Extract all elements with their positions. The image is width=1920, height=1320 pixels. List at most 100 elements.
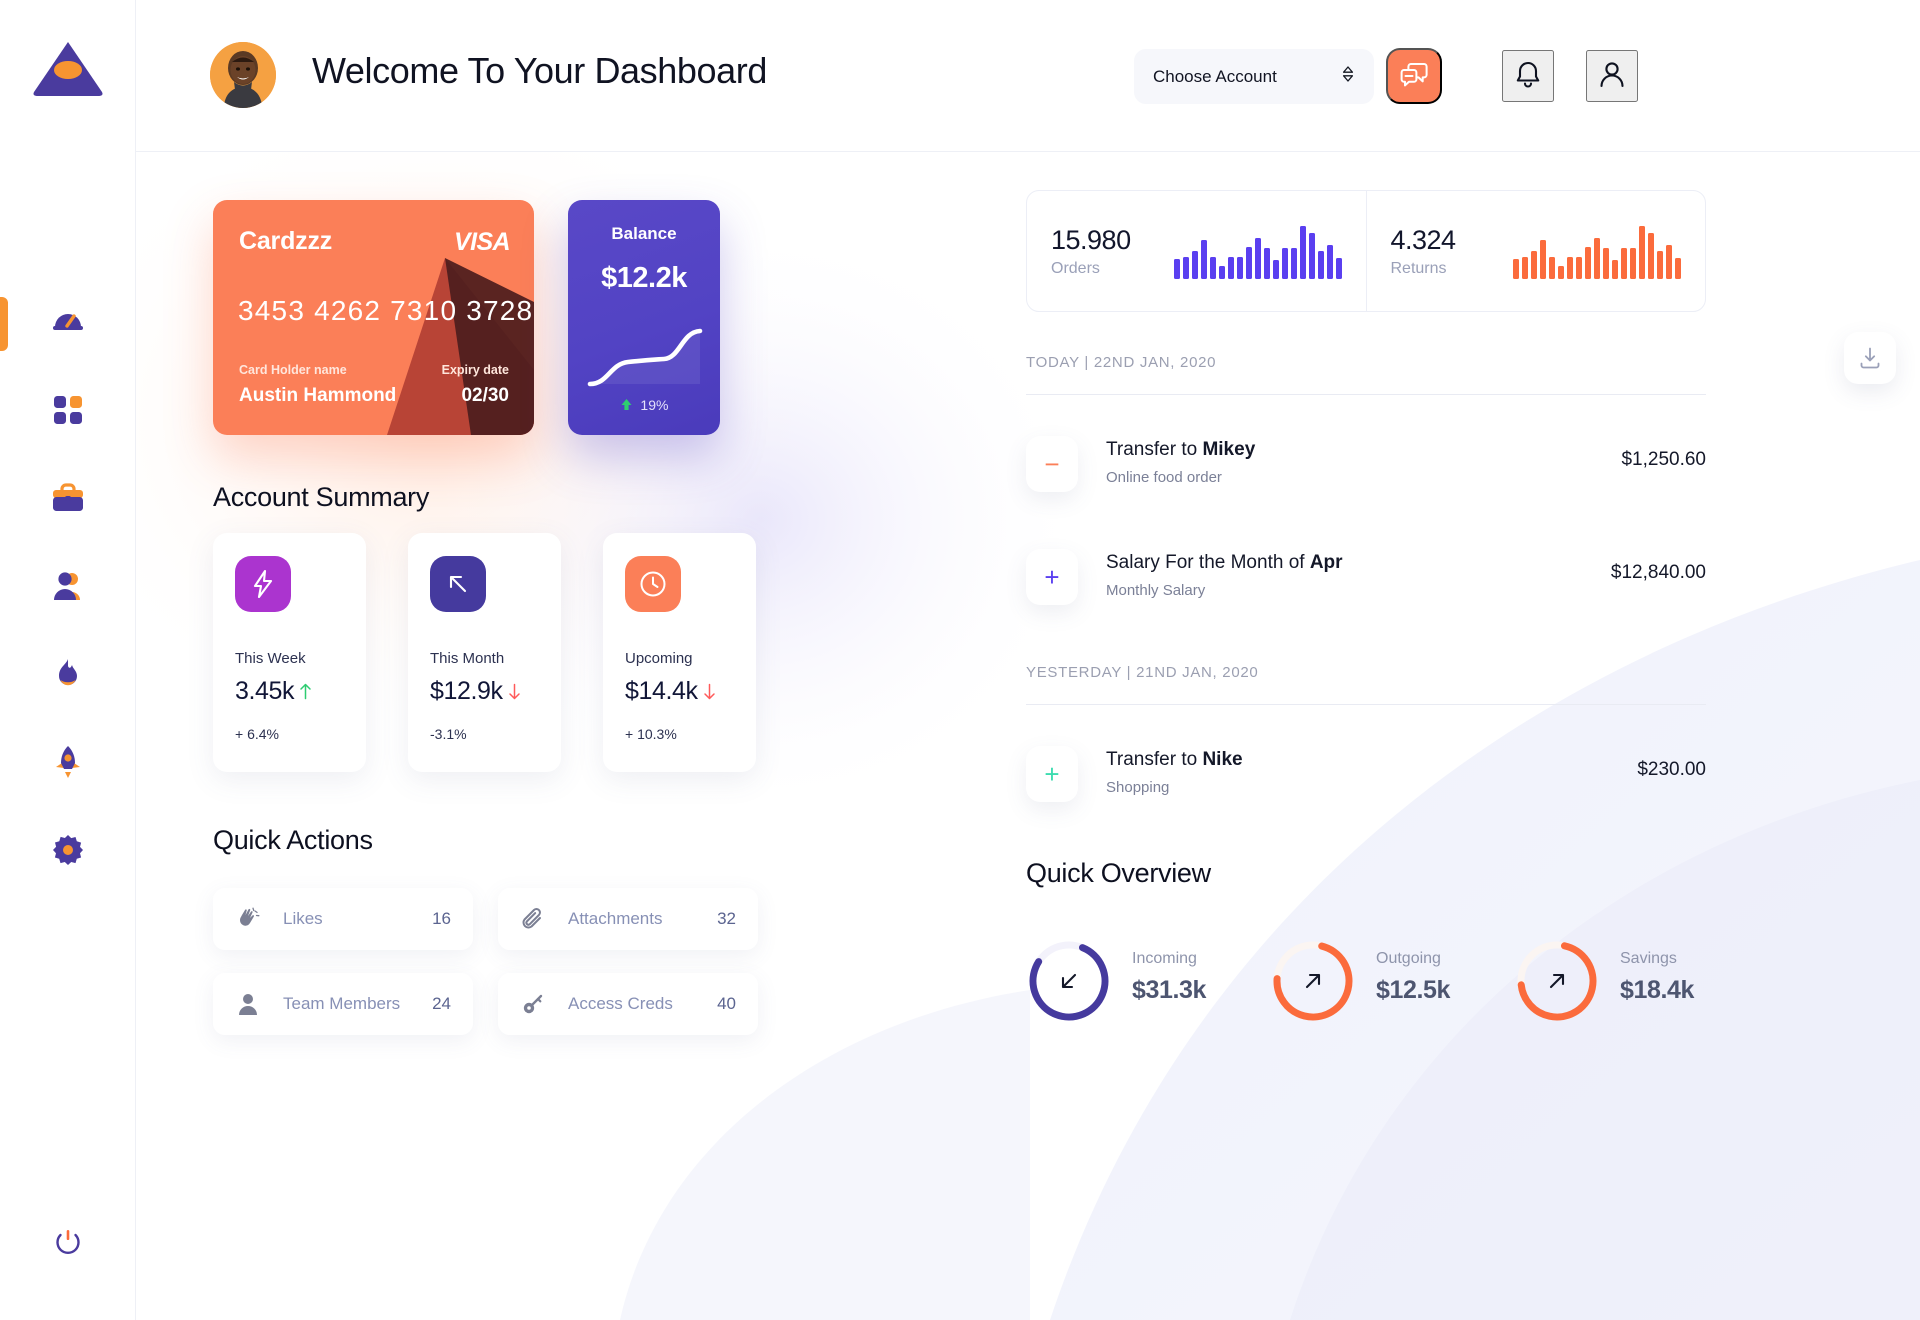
sidebar-nav: [0, 280, 136, 896]
balance-sparkline: [587, 328, 703, 387]
person-icon: [1598, 60, 1626, 93]
bar: [1540, 239, 1546, 279]
transaction-sign: +: [1044, 562, 1060, 592]
returns-value: 4.324: [1390, 224, 1457, 255]
bar: [1308, 232, 1315, 279]
transaction-row[interactable]: + Transfer to Nike Shopping $230.00: [1026, 746, 1706, 810]
bar: [1675, 258, 1681, 279]
bar: [1612, 260, 1618, 279]
summary-value: $14.4k: [625, 677, 716, 706]
card-holder-label: Card Holder name: [239, 363, 347, 377]
quick-action-count: 16: [432, 909, 451, 928]
summary-card-upcoming[interactable]: Upcoming $14.4k + 10.3%: [603, 533, 756, 772]
overview-ring-outgoing[interactable]: [1270, 938, 1356, 1024]
stats-panel: 15.980 Orders 4.324 Returns: [1026, 190, 1706, 312]
summary-label: This Week: [235, 650, 306, 667]
arrow-down-icon: [508, 683, 520, 700]
avatar[interactable]: [210, 42, 276, 108]
summary-card-this-month[interactable]: This Month $12.9k -3.1%: [408, 533, 561, 772]
active-indicator: [0, 297, 8, 351]
quick-actions-title: Quick Actions: [213, 825, 373, 855]
transaction-row[interactable]: − Transfer to Mikey Online food order $1…: [1026, 436, 1706, 500]
quick-action-count: 32: [717, 909, 736, 928]
returns-label: Returns: [1390, 259, 1447, 277]
sidebar-item-settings[interactable]: [0, 808, 136, 896]
transaction-sign-icon: +: [1026, 549, 1078, 605]
transaction-sign: −: [1044, 449, 1060, 479]
overview-label: Savings: [1620, 950, 1677, 967]
overview-value: $12.5k: [1376, 976, 1451, 1004]
download-button[interactable]: [1844, 332, 1896, 384]
grid-icon: [53, 395, 83, 430]
sidebar-item-contacts[interactable]: [0, 544, 136, 632]
overview-ring-incoming[interactable]: [1026, 938, 1112, 1024]
card-number: 3453 4262 7310 3728: [238, 295, 534, 326]
overview-value: $31.3k: [1132, 976, 1207, 1004]
balance-card[interactable]: Balance $12.2k 19%: [568, 200, 720, 435]
bar: [1245, 246, 1252, 279]
quick-action-attachments[interactable]: Attachments 32: [498, 888, 758, 950]
arrow-down-icon: [703, 683, 715, 700]
sidebar-item-portfolio[interactable]: [0, 456, 136, 544]
bar: [1558, 266, 1564, 279]
bar: [1218, 266, 1225, 279]
card-expiry-label: Expiry date: [441, 363, 509, 377]
bar: [1227, 256, 1234, 279]
bar: [1531, 251, 1537, 279]
rocket-icon: [53, 745, 83, 784]
profile-button[interactable]: [1586, 50, 1638, 102]
summary-value: 3.45k: [235, 677, 312, 706]
transaction-title: Transfer to Nike: [1106, 749, 1243, 771]
bar: [1182, 256, 1189, 279]
account-select-label: Choose Account: [1153, 66, 1277, 86]
sidebar-item-launch[interactable]: [0, 720, 136, 808]
quick-action-label: Access Creds: [568, 994, 673, 1013]
summary-value-text: 3.45k: [235, 677, 295, 705]
chat-button[interactable]: [1386, 48, 1442, 104]
visa-logo: VISA: [454, 228, 511, 256]
bar: [1326, 245, 1333, 279]
clap-hands-icon: [235, 907, 261, 931]
arrow-up-left-icon: [430, 556, 486, 612]
card-expiry-value: 02/30: [461, 385, 509, 406]
orders-bar-chart: [1173, 223, 1342, 279]
bar: [1603, 247, 1609, 279]
power-icon[interactable]: [0, 1226, 136, 1258]
balance-change: 19%: [568, 397, 720, 413]
quick-action-label: Likes: [283, 909, 323, 928]
notifications-button[interactable]: [1502, 50, 1554, 102]
bar: [1513, 259, 1519, 279]
bar: [1639, 225, 1645, 279]
account-select[interactable]: Choose Account: [1134, 49, 1374, 104]
paperclip-icon: [520, 907, 546, 931]
transaction-subtitle: Monthly Salary: [1106, 582, 1206, 599]
orders-label: Orders: [1051, 259, 1100, 277]
bar: [1335, 258, 1342, 279]
balance-value: $12.2k: [601, 262, 687, 294]
quick-action-likes[interactable]: Likes 16: [213, 888, 473, 950]
quick-action-count: 24: [432, 994, 451, 1013]
summary-card-this-week[interactable]: This Week 3.45k + 6.4%: [213, 533, 366, 772]
card-holder-name: Austin Hammond: [239, 385, 397, 406]
sidebar-item-dashboard[interactable]: [0, 280, 136, 368]
key-icon: [520, 992, 546, 1016]
quick-action-count: 40: [717, 994, 736, 1013]
transaction-sign: +: [1044, 759, 1060, 789]
sidebar-item-apps[interactable]: [0, 368, 136, 456]
overview-ring-savings[interactable]: [1514, 938, 1600, 1024]
person-solid-icon: [235, 992, 261, 1016]
bar: [1576, 256, 1582, 279]
quick-action-label: Team Members: [283, 994, 401, 1013]
triangle-logo[interactable]: [32, 38, 104, 98]
transaction-row[interactable]: + Salary For the Month of Apr Monthly Sa…: [1026, 549, 1706, 613]
quick-action-access-creds[interactable]: Access Creds 40: [498, 973, 758, 1035]
summary-delta: + 6.4%: [235, 726, 279, 742]
quick-action-team-members[interactable]: Team Members 24: [213, 973, 473, 1035]
sidebar-item-trending[interactable]: [0, 632, 136, 720]
balance-change-value: 19%: [640, 397, 669, 413]
transaction-title-prefix: Transfer to: [1106, 749, 1203, 770]
card-brand: Cardzzz: [239, 227, 333, 255]
credit-card[interactable]: Cardzzz VISA 3453 4262 7310 3728 Card Ho…: [213, 200, 534, 435]
bar: [1621, 248, 1627, 279]
transaction-title-bold: Nike: [1202, 749, 1243, 770]
